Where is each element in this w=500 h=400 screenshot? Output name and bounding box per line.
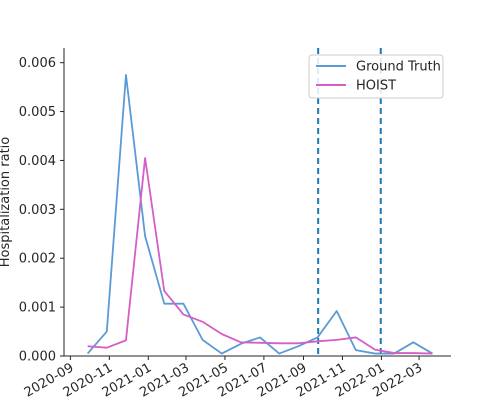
y-tick-label: 0.006 [19,56,56,71]
y-tick-label: 0.001 [19,301,56,316]
vertical-lines [317,48,382,356]
legend-label-hoist: HOIST [356,79,396,94]
y-tick-label: 0.005 [19,105,56,120]
x-ticks: 2020-092020-112021-012021-032021-052021-… [22,356,425,400]
series-line-ground-truth [86,73,433,355]
legend: Ground Truth HOIST [308,54,444,99]
series-lines [86,73,433,355]
axes [63,48,451,357]
y-tick-label: 0.002 [19,252,56,267]
y-tick-label: 0.003 [19,203,56,218]
series-line-hoist [87,157,433,355]
legend-label-ground-truth: Ground Truth [356,60,441,75]
y-tick-label: 0.000 [19,350,56,365]
y-ticks: 0.000 0.001 0.002 0.003 0.004 0.005 0.006 [19,56,64,365]
y-tick-label: 0.004 [19,154,56,169]
y-axis-label: Hospitalization ratio [0,137,13,267]
